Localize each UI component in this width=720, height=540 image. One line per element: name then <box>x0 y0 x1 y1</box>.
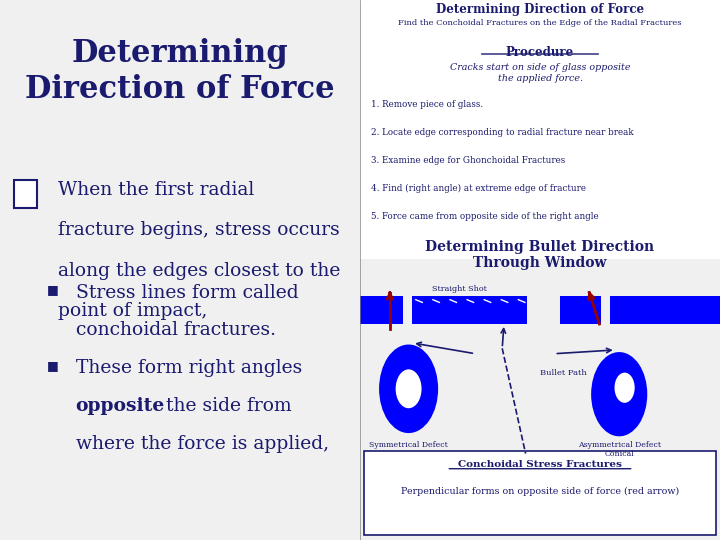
Text: Symmetrical Defect: Symmetrical Defect <box>369 441 448 449</box>
Text: opposite: opposite <box>76 397 165 415</box>
Text: where the force is applied,: where the force is applied, <box>76 435 329 453</box>
Text: When the first radial: When the first radial <box>58 181 254 199</box>
Text: point of impact,: point of impact, <box>58 302 207 320</box>
Text: 3. Examine edge for Ghonchoidal Fractures: 3. Examine edge for Ghonchoidal Fracture… <box>371 156 565 165</box>
Bar <box>360 0 720 259</box>
Circle shape <box>379 345 438 433</box>
Text: 5. Force came from opposite side of the right angle: 5. Force came from opposite side of the … <box>371 212 598 221</box>
Text: These form right angles: These form right angles <box>76 359 302 377</box>
Text: Perpendicular forms on opposite side of force (red arrow): Perpendicular forms on opposite side of … <box>401 487 679 496</box>
Bar <box>560 296 601 324</box>
Text: Conchoidal Stress Fractures: Conchoidal Stress Fractures <box>458 460 622 469</box>
Text: Straight Shot: Straight Shot <box>432 285 487 293</box>
Text: 4. Find (right angle) at extreme edge of fracture: 4. Find (right angle) at extreme edge of… <box>371 184 586 193</box>
Text: 1. Remove piece of glass.: 1. Remove piece of glass. <box>371 100 483 109</box>
Text: Determining Bullet Direction
Through Window: Determining Bullet Direction Through Win… <box>426 240 654 271</box>
Text: ■: ■ <box>47 359 58 372</box>
Text: Determining
Direction of Force: Determining Direction of Force <box>25 38 335 105</box>
Bar <box>360 296 403 324</box>
Circle shape <box>591 352 647 436</box>
Bar <box>611 296 720 324</box>
Bar <box>14 180 37 208</box>
Text: fracture begins, stress occurs: fracture begins, stress occurs <box>58 221 339 239</box>
Text: Determining Direction of Force: Determining Direction of Force <box>436 3 644 16</box>
Circle shape <box>396 369 422 408</box>
Text: conchoidal fractures.: conchoidal fractures. <box>76 321 276 339</box>
Text: Cracks start on side of glass opposite
the applied force.: Cracks start on side of glass opposite t… <box>450 63 630 83</box>
Text: ■: ■ <box>47 284 58 296</box>
Text: Asymmetrical Defect
Conical: Asymmetrical Defect Conical <box>577 441 661 458</box>
Text: 2. Locate edge corresponding to radial fracture near break: 2. Locate edge corresponding to radial f… <box>371 128 634 137</box>
Text: along the edges closest to the: along the edges closest to the <box>58 262 340 280</box>
Bar <box>412 296 527 324</box>
Circle shape <box>615 373 635 403</box>
Text: the side from: the side from <box>160 397 292 415</box>
Text: Stress lines form called: Stress lines form called <box>76 284 298 301</box>
Bar <box>364 451 716 535</box>
Text: Find the Conchoidal Fractures on the Edge of the Radial Fractures: Find the Conchoidal Fractures on the Edg… <box>398 19 682 27</box>
Text: Bullet Path: Bullet Path <box>540 369 587 376</box>
Text: Procedure: Procedure <box>506 46 574 59</box>
